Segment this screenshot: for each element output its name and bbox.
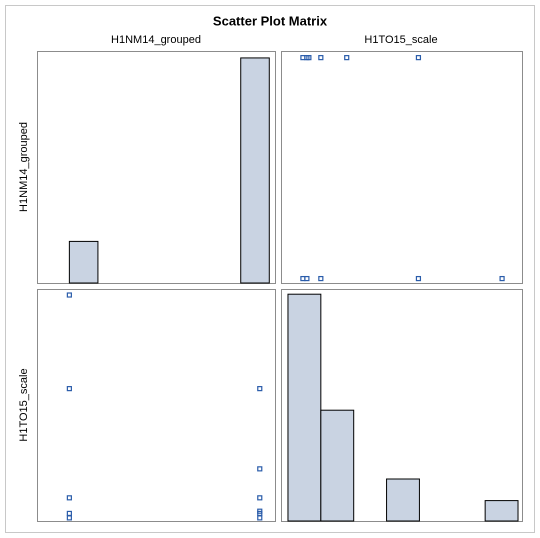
scatter-point bbox=[344, 55, 350, 61]
scatter-point bbox=[415, 55, 422, 61]
histogram-bar bbox=[287, 293, 322, 522]
scatter-point bbox=[306, 55, 312, 61]
histogram-bar bbox=[320, 409, 355, 522]
scatter-point bbox=[415, 275, 422, 282]
scatter-point bbox=[304, 275, 310, 282]
histogram-bar bbox=[240, 57, 270, 284]
row-label: H1TO15_scale bbox=[18, 368, 30, 441]
scatter-point bbox=[318, 275, 324, 282]
scatter-point bbox=[66, 495, 72, 501]
scatter-point bbox=[499, 275, 505, 282]
scatter-point bbox=[257, 386, 263, 392]
scatter-point bbox=[66, 292, 72, 298]
column-label: H1TO15_scale bbox=[364, 34, 437, 46]
panel bbox=[37, 289, 276, 522]
row-label: H1NM14_grouped bbox=[18, 122, 30, 212]
histogram-bar bbox=[68, 240, 99, 284]
histogram-bar bbox=[386, 478, 420, 522]
scatter-point bbox=[257, 466, 263, 472]
scatter-point bbox=[66, 510, 72, 517]
histogram-bar bbox=[484, 500, 519, 522]
scatter-point bbox=[257, 495, 263, 501]
scatter-point bbox=[257, 508, 263, 514]
scatter-point bbox=[66, 386, 72, 392]
chart-title: Scatter Plot Matrix bbox=[213, 13, 328, 28]
column-label: H1NM14_grouped bbox=[111, 34, 201, 46]
panel bbox=[281, 51, 523, 284]
scatter-point bbox=[318, 55, 324, 61]
